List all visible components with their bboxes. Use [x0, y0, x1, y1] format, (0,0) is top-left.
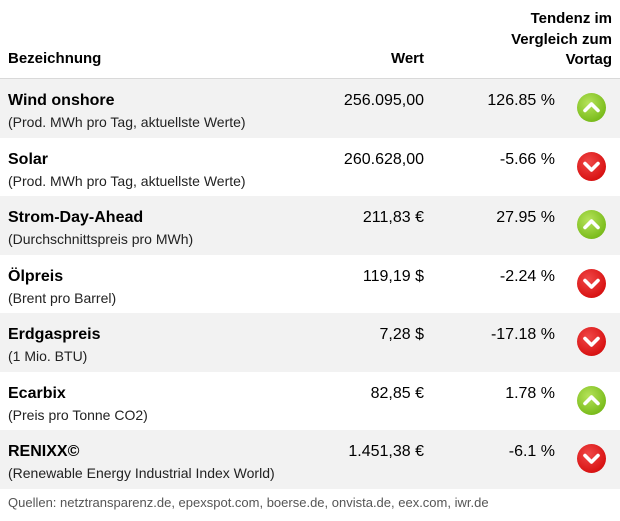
row-value: 1.451,38 €	[348, 443, 424, 460]
table-row: Solar (Prod. MWh pro Tag, aktuellste Wer…	[0, 138, 620, 197]
row-description: (1 Mio. BTU)	[8, 348, 88, 364]
row-trend: -17.18 %	[490, 326, 555, 343]
column-header-name: Bezeichnung	[8, 50, 102, 67]
table-row: Wind onshore (Prod. MWh pro Tag, aktuell…	[0, 79, 620, 138]
row-name: Ölpreis	[8, 267, 64, 285]
row-description: (Prod. MWh pro Tag, aktuellste Werte)	[8, 114, 246, 130]
row-description: (Preis pro Tonne CO2)	[8, 406, 148, 423]
trend-indicator	[577, 385, 606, 415]
row-value: 211,83 €	[362, 209, 424, 226]
chevron-down-icon	[583, 278, 600, 289]
chevron-up-icon	[583, 102, 600, 113]
row-description: (Brent pro Barrel)	[8, 289, 117, 306]
row-value: 7,28 $	[379, 326, 424, 343]
row-description: (Durchschnittspreis pro MWh)	[8, 231, 194, 247]
column-header-trend-line: Vergleich zum	[511, 30, 612, 48]
chevron-up-icon	[583, 219, 600, 230]
trend-indicator	[577, 444, 606, 473]
column-header-trend-line: Tendenz im	[530, 10, 612, 27]
row-trend: 27.95 %	[496, 209, 555, 226]
chevron-down-icon	[583, 453, 600, 464]
column-header-value: Wert	[390, 50, 424, 67]
table-row: Ecarbix (Preis pro Tonne CO2) 82,85 € 1.…	[0, 372, 620, 431]
chevron-up-icon	[583, 394, 600, 405]
row-value: 82,85 €	[370, 384, 424, 402]
row-trend: -6.1 %	[508, 443, 555, 460]
trend-indicator	[577, 210, 606, 239]
sources-footer: Quellen: netztransparenz.de, epexspot.co…	[8, 495, 489, 510]
row-trend: -2.24 %	[499, 267, 555, 285]
trend-indicator	[577, 268, 606, 298]
chevron-down-icon	[583, 161, 600, 172]
trend-indicator	[577, 327, 606, 356]
row-trend: 126.85 %	[487, 92, 555, 109]
row-name: RENIXX©	[8, 443, 80, 460]
table-header: Bezeichnung Wert Tendenz im Vergleich zu…	[0, 0, 620, 79]
row-name: Erdgaspreis	[8, 326, 101, 343]
row-value: 119,19 $	[362, 267, 424, 285]
row-name: Wind onshore	[8, 92, 115, 109]
row-trend: -5.66 %	[499, 150, 555, 168]
trend-indicator	[577, 151, 606, 181]
column-header-trend: Tendenz im Vergleich zum Vortag	[472, 9, 612, 71]
row-description: (Renewable Energy Industrial Index World…	[8, 465, 275, 481]
column-header-trend-line: Vortag	[565, 51, 612, 68]
table-row: Ölpreis (Brent pro Barrel) 119,19 $ -2.2…	[0, 255, 620, 314]
row-name: Strom-Day-Ahead	[8, 209, 144, 226]
chevron-down-icon	[583, 336, 600, 347]
row-description: (Prod. MWh pro Tag, aktuellste Werte)	[8, 172, 246, 189]
table-row: RENIXX© (Renewable Energy Industrial Ind…	[0, 430, 620, 489]
row-trend: 1.78 %	[505, 384, 555, 402]
row-name: Ecarbix	[8, 384, 66, 402]
row-name: Solar	[8, 150, 49, 168]
trend-indicator	[577, 93, 606, 122]
row-value: 260.628,00	[343, 150, 424, 168]
row-value: 256.095,00	[343, 92, 424, 109]
table-row: Erdgaspreis (1 Mio. BTU) 7,28 $ -17.18 %	[0, 313, 620, 372]
market-table: Bezeichnung Wert Tendenz im Vergleich zu…	[0, 0, 620, 489]
table-row: Strom-Day-Ahead (Durchschnittspreis pro …	[0, 196, 620, 255]
